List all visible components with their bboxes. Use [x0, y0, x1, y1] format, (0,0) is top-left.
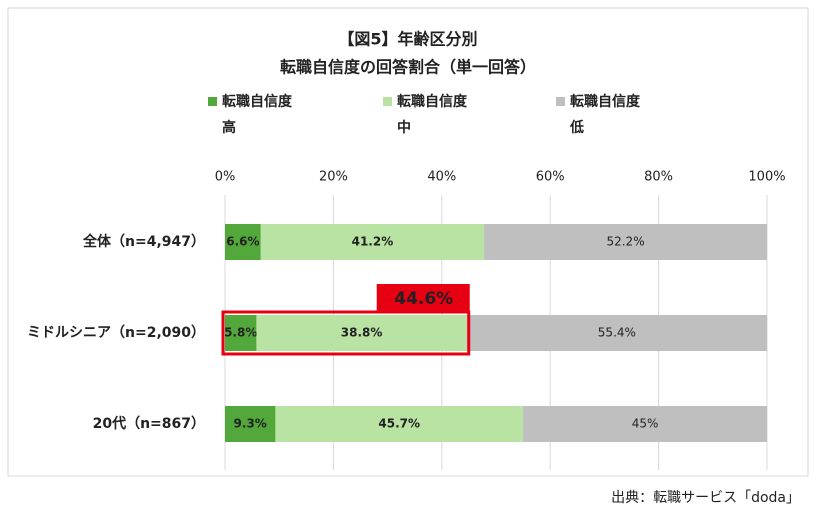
chart-title: 【図5】年齢区分別 [338, 30, 477, 49]
annotation-box [376, 284, 470, 313]
y-tick-label: 20代（n=867） [93, 415, 205, 432]
bar-segment [225, 406, 276, 442]
bar-segment [275, 406, 524, 442]
data-label: 6.6% [226, 235, 259, 249]
data-label: 45% [632, 417, 659, 431]
data-label: 45.7% [378, 417, 420, 431]
data-label: 38.8% [341, 326, 383, 340]
x-tick-label: 60% [536, 170, 565, 185]
bar-segment [260, 224, 485, 260]
chart-subtitle: 転職自信度の回答割合（単一回答） [280, 58, 536, 77]
x-tick-label: 100% [748, 170, 785, 185]
x-tick-label: 0% [215, 170, 236, 185]
bar-segment [523, 406, 767, 442]
x-tick-label: 20% [319, 170, 348, 185]
bar-segment [484, 224, 767, 260]
bar-segment [225, 224, 261, 260]
bar-segment [225, 315, 257, 351]
x-tick-label: 80% [644, 170, 673, 185]
data-label: 55.4% [598, 326, 636, 340]
data-label: 9.3% [234, 417, 267, 431]
y-tick-label: 全体（n=4,947） [82, 233, 205, 250]
legend-label: 転職自信度高 [222, 94, 292, 136]
source: 出典：転職サービス「doda」 [611, 490, 800, 506]
data-label: 41.2% [352, 235, 394, 249]
bar-segment [256, 315, 467, 351]
legend-marker [208, 97, 217, 106]
legend-label: 転職自信度低 [570, 94, 640, 136]
x-tick-label: 40% [427, 170, 456, 185]
y-tick-label: ミドルシニア（n=2,090） [27, 325, 205, 341]
legend-marker [556, 97, 565, 106]
legend-label: 転職自信度中 [397, 94, 467, 136]
data-label: 52.2% [606, 235, 644, 249]
legend-marker [383, 97, 392, 106]
data-label: 5.8% [224, 326, 257, 340]
highlight-box [221, 310, 471, 356]
annotation: 44.6% [394, 289, 453, 309]
bar-segment [466, 315, 767, 351]
